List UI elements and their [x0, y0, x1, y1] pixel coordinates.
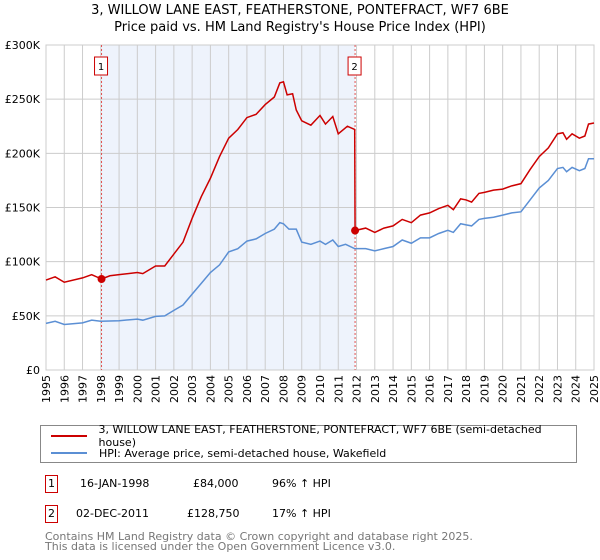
y-tick-label: £200K	[5, 147, 41, 160]
x-tick-label: 2010	[314, 375, 327, 403]
y-tick-label: £300K	[5, 39, 41, 52]
transaction-hpi: 96% ↑ HPI	[272, 477, 331, 490]
marker-label-box	[347, 56, 362, 76]
transaction-hpi: 17% ↑ HPI	[272, 507, 331, 520]
x-tick-label: 1997	[77, 375, 90, 403]
transaction-price: £84,000	[193, 477, 239, 490]
x-tick-label: 2019	[478, 375, 491, 403]
y-tick-label: £100K	[5, 256, 41, 269]
x-tick-label: 2000	[131, 375, 144, 403]
x-tick-label: 2025	[588, 375, 600, 403]
legend: 3, WILLOW LANE EAST, FEATHERSTONE, PONTE…	[40, 423, 577, 463]
legend-swatch	[51, 435, 87, 437]
x-tick-label: 2014	[387, 375, 400, 403]
legend-label: 3, WILLOW LANE EAST, FEATHERSTONE, PONTE…	[98, 423, 542, 449]
x-tick-label: 2007	[259, 375, 272, 403]
x-tick-label: 2006	[241, 375, 254, 403]
x-tick-label: 2012	[351, 375, 364, 403]
y-tick-label: £250K	[5, 93, 41, 106]
x-tick-label: 2017	[442, 375, 455, 403]
legend-item-hpi: HPI: Average price, semi-detached house,…	[51, 445, 386, 461]
plot-frame	[45, 44, 595, 371]
marker-label: 1	[98, 62, 104, 73]
x-tick-label: 2013	[369, 375, 382, 403]
footer-licence: This data is licensed under the Open Gov…	[45, 540, 396, 553]
x-tick-label: 2021	[515, 375, 528, 403]
legend-item-property: 3, WILLOW LANE EAST, FEATHERSTONE, PONTE…	[51, 423, 576, 449]
plot-area: 1995 1996 1997 1998 1999 2000 2001 2002 2003 2004…	[5, 39, 600, 403]
x-tick-label: 2011	[332, 375, 345, 403]
x-tick-label: 2016	[424, 375, 437, 403]
chart-subtitle: Price paid vs. HM Land Registry's House …	[114, 20, 486, 35]
x-tick-label: 2001	[150, 375, 163, 403]
property-price-line	[45, 80, 595, 284]
x-tick-label: 2005	[223, 375, 236, 403]
x-tick-label: 1998	[95, 375, 108, 403]
transaction-number: 1	[45, 475, 58, 493]
legend-swatch	[51, 452, 87, 454]
x-tick-label: 2009	[296, 375, 309, 403]
x-tick-label: 1995	[40, 375, 53, 403]
sale-point	[351, 226, 360, 235]
x-tick-label: 1996	[58, 375, 71, 403]
marker-label: 2	[351, 62, 357, 73]
transaction-price: £128,750	[187, 507, 240, 520]
marker-label-box	[94, 56, 109, 76]
x-tick-label: 2004	[204, 375, 217, 403]
x-tick-label: 2003	[186, 375, 199, 403]
y-tick-label: £150K	[5, 202, 41, 215]
x-tick-label: 2024	[570, 375, 583, 403]
chart-title: 3, WILLOW LANE EAST, FEATHERSTONE, PONTE…	[91, 3, 509, 18]
x-tick-label: 2022	[533, 375, 546, 403]
y-tick-label: £0	[26, 364, 40, 377]
x-tick-label: 2023	[551, 375, 564, 403]
x-tick-label: 2018	[460, 375, 473, 403]
x-tick-label: 2015	[405, 375, 418, 403]
transaction-date: 16-JAN-1998	[80, 477, 150, 490]
sale-point	[97, 275, 106, 283]
legend-label: HPI: Average price, semi-detached house,…	[99, 446, 387, 460]
x-tick-label: 1999	[113, 375, 126, 403]
x-tick-label: 2008	[277, 375, 290, 403]
y-tick-label: £50K	[12, 310, 41, 323]
transaction-date: 02-DEC-2011	[76, 507, 150, 520]
x-tick-label: 2020	[497, 375, 510, 403]
footer-copyright: Contains HM Land Registry data © Crown c…	[45, 530, 473, 543]
x-tick-label: 2002	[168, 375, 181, 403]
transaction-number: 2	[45, 505, 58, 523]
hpi-line	[45, 158, 594, 326]
